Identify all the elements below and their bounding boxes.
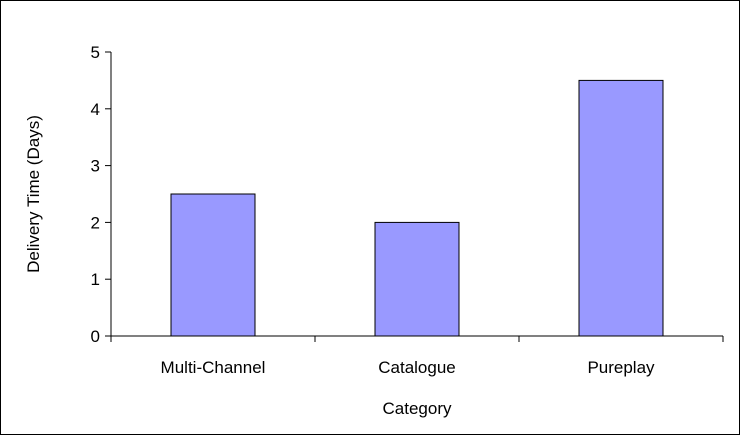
x-tick-label: Multi-Channel (161, 358, 266, 377)
x-axis-ticks: Multi-Channel Catalogue Pureplay (110, 336, 724, 377)
bar-catalogue (374, 221, 460, 337)
y-axis-title: Delivery Time (Days) (24, 115, 43, 273)
x-axis-title: Category (383, 399, 452, 418)
y-tick-label: 3 (91, 157, 100, 176)
x-tick-label: Catalogue (378, 358, 456, 377)
y-tick-label: 0 (91, 327, 100, 346)
y-tick-label: 2 (91, 213, 100, 232)
bars (170, 79, 664, 337)
y-axis-ticks: 0 1 2 3 4 5 (91, 43, 111, 346)
bar-pureplay (578, 79, 664, 337)
y-tick-label: 1 (91, 270, 100, 289)
y-tick-label: 5 (91, 43, 100, 62)
bar-multi-channel (170, 193, 256, 337)
x-tick-label: Pureplay (587, 358, 655, 377)
y-tick-label: 4 (91, 100, 100, 119)
